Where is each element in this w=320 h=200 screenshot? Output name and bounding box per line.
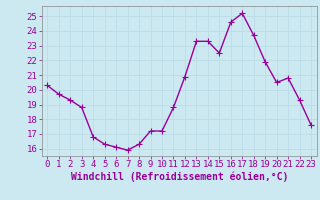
X-axis label: Windchill (Refroidissement éolien,°C): Windchill (Refroidissement éolien,°C) <box>70 172 288 182</box>
